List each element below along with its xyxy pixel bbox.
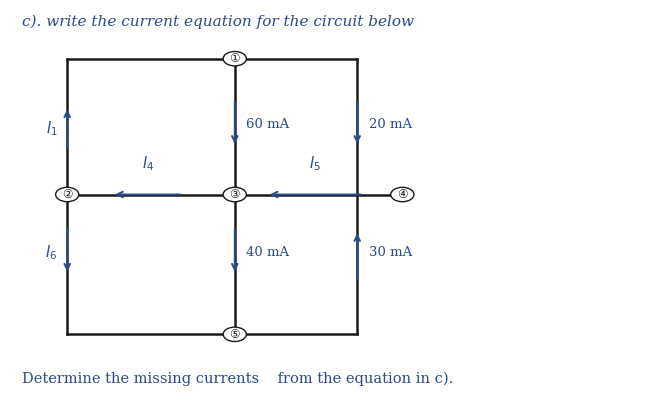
Text: 30 mA: 30 mA bbox=[369, 246, 412, 259]
Text: $I_1$: $I_1$ bbox=[46, 119, 58, 138]
Circle shape bbox=[56, 188, 79, 202]
Circle shape bbox=[391, 188, 414, 202]
Text: Determine the missing currents    from the equation in c).: Determine the missing currents from the … bbox=[22, 372, 453, 386]
Text: 40 mA: 40 mA bbox=[246, 246, 289, 259]
Text: $I_6$: $I_6$ bbox=[46, 243, 58, 262]
Text: ③: ③ bbox=[229, 188, 240, 201]
Circle shape bbox=[223, 327, 246, 341]
Text: 60 mA: 60 mA bbox=[246, 118, 290, 131]
Circle shape bbox=[223, 51, 246, 66]
Text: c). write the current equation for the circuit below: c). write the current equation for the c… bbox=[22, 15, 414, 29]
Text: ②: ② bbox=[62, 188, 72, 201]
Text: 20 mA: 20 mA bbox=[369, 118, 412, 131]
Text: ⑤: ⑤ bbox=[229, 328, 240, 341]
Text: $I_4$: $I_4$ bbox=[142, 154, 154, 173]
Circle shape bbox=[223, 188, 246, 202]
Text: ④: ④ bbox=[397, 188, 408, 201]
Text: ①: ① bbox=[229, 52, 240, 65]
Text: $I_5$: $I_5$ bbox=[309, 154, 321, 173]
